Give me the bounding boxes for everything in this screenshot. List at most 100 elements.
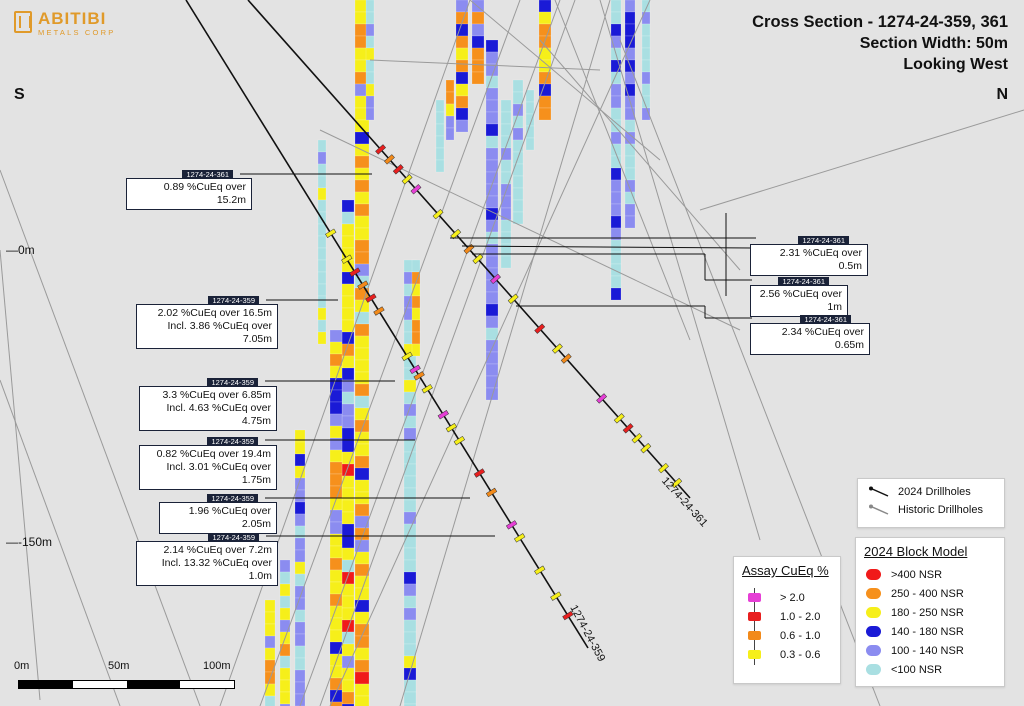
block-cell <box>279 607 291 621</box>
block-cell <box>365 23 375 37</box>
block-cell <box>610 167 622 181</box>
block-cell <box>365 107 375 121</box>
block-cell <box>341 427 355 441</box>
block-cell <box>354 503 370 517</box>
assay-tick <box>450 228 462 240</box>
assay-tick <box>613 413 625 424</box>
block-cell <box>538 95 552 109</box>
block-cell <box>624 215 636 229</box>
block-cell <box>624 143 636 157</box>
block-cell <box>354 671 370 685</box>
historic-drillhole-line <box>299 0 561 706</box>
block-cell <box>279 655 291 669</box>
callout-line: Incl. 3.01 %CuEq over 1.75m <box>166 461 271 486</box>
assay-tick <box>658 462 669 474</box>
block-cell <box>341 367 355 381</box>
block-cell <box>455 59 469 73</box>
drillhole-2024-icon <box>869 486 889 497</box>
callout-359-b: 1274-24-359 3.3 %CuEq over 6.85m Incl. 4… <box>139 378 277 431</box>
legend-block-model: 2024 Block Model >400 NSR 250 - 400 NSR 18… <box>855 537 1005 687</box>
block-cell <box>403 691 417 705</box>
assay-tick <box>534 323 546 334</box>
block-cell <box>294 561 306 575</box>
block-cell <box>403 571 417 585</box>
block-cell <box>354 251 370 265</box>
block-cell <box>317 223 327 237</box>
block-cell <box>294 657 306 671</box>
callout-line: Incl. 13.32 %CuEq over 1.0m <box>161 557 272 582</box>
block-cell <box>641 83 651 97</box>
block-cell <box>329 557 343 571</box>
block-cell <box>279 571 291 585</box>
block-cell <box>485 123 499 137</box>
block-cell <box>264 683 276 697</box>
block-cell <box>279 703 291 706</box>
block-cell <box>365 47 375 61</box>
assay-tick <box>375 144 387 155</box>
legend-label: > 2.0 <box>780 591 805 604</box>
block-cell <box>329 353 343 367</box>
block-cell <box>403 643 417 657</box>
historic-drillhole-line <box>319 129 741 331</box>
block-cell <box>294 693 306 706</box>
compass-north: N <box>996 86 1008 103</box>
block-cell <box>341 547 355 561</box>
block-cell <box>341 703 355 706</box>
callout-tag: 1274-24-359 <box>207 494 258 503</box>
block-cell <box>279 559 291 573</box>
block-cell <box>354 515 370 529</box>
block-cell <box>485 291 499 305</box>
view-direction: Looking West <box>903 56 1008 73</box>
block-cell <box>294 645 306 659</box>
block-cell <box>294 453 306 467</box>
block-cell <box>294 681 306 695</box>
block-cell <box>403 463 417 477</box>
block-cell <box>641 107 651 121</box>
block-cell <box>403 475 417 489</box>
block-cell <box>471 47 485 61</box>
block-cell <box>341 499 355 513</box>
block-cell <box>485 159 499 173</box>
block-cell <box>411 331 421 345</box>
block-cell <box>329 569 343 583</box>
block-cell <box>354 443 370 457</box>
block-cell <box>403 619 417 633</box>
block-cell <box>341 295 355 309</box>
compass-south: S <box>14 86 25 103</box>
legend-label: 0.6 - 1.0 <box>780 629 821 642</box>
block-cell <box>485 99 499 113</box>
block-cell <box>624 23 636 37</box>
block-swatch-icon <box>866 569 881 580</box>
block-cell <box>317 247 327 261</box>
block-cell <box>329 413 343 427</box>
callout-line: 2.34 %CuEq over 0.65m <box>781 326 864 351</box>
block-cell <box>354 239 370 253</box>
block-cell <box>403 703 417 706</box>
callout-line: Incl. 4.63 %CuEq over 4.75m <box>166 402 271 427</box>
block-cell <box>365 35 375 49</box>
block-cell <box>329 461 343 475</box>
block-cell <box>341 211 355 225</box>
block-cell <box>455 35 469 49</box>
block-cell <box>435 99 445 113</box>
block-cell <box>610 215 622 229</box>
legend-assay-row: 1.0 - 2.0 <box>734 606 840 627</box>
block-cell <box>610 0 622 13</box>
scale-label-50: 50m <box>108 660 130 672</box>
block-cell <box>341 307 355 321</box>
historic-drillhole-line <box>599 0 761 541</box>
block-cell <box>610 191 622 205</box>
block-cell <box>403 427 417 441</box>
company-logo: ABITIBI METALS CORP <box>14 10 115 37</box>
block-cell <box>341 535 355 549</box>
block-cell <box>317 283 327 297</box>
block-cell <box>294 513 306 527</box>
block-cell <box>610 239 622 253</box>
block-cell <box>538 11 552 25</box>
block-cell <box>445 79 455 93</box>
callout-tag: 1274-24-359 <box>207 437 258 446</box>
block-cell <box>294 633 306 647</box>
block-cell <box>411 259 421 273</box>
block-cell <box>624 11 636 25</box>
historic-drillhole-line <box>219 0 471 706</box>
